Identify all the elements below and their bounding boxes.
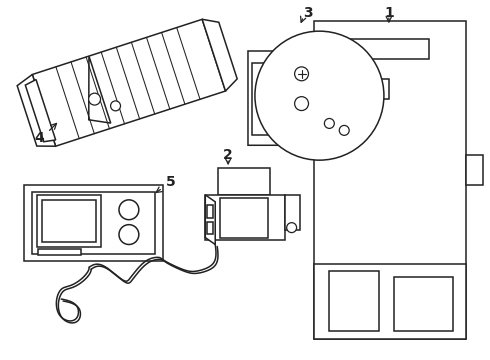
Polygon shape xyxy=(24,185,163,261)
Polygon shape xyxy=(315,264,466,339)
Polygon shape xyxy=(42,200,96,242)
Polygon shape xyxy=(466,155,483,185)
Polygon shape xyxy=(17,75,56,146)
Circle shape xyxy=(89,93,100,105)
Polygon shape xyxy=(248,51,299,145)
Polygon shape xyxy=(32,192,155,255)
Circle shape xyxy=(119,200,139,220)
Circle shape xyxy=(255,31,384,160)
Polygon shape xyxy=(265,76,285,121)
Polygon shape xyxy=(207,222,213,234)
Polygon shape xyxy=(207,205,213,218)
Circle shape xyxy=(287,223,296,233)
Polygon shape xyxy=(218,168,270,195)
Polygon shape xyxy=(89,56,111,123)
Text: 4: 4 xyxy=(35,131,45,145)
Polygon shape xyxy=(285,195,299,230)
Circle shape xyxy=(111,101,121,111)
Polygon shape xyxy=(38,249,81,255)
Polygon shape xyxy=(324,39,429,59)
Polygon shape xyxy=(220,198,268,238)
Polygon shape xyxy=(205,195,215,244)
Text: 5: 5 xyxy=(166,175,175,189)
Polygon shape xyxy=(394,277,453,331)
Circle shape xyxy=(294,67,309,81)
Polygon shape xyxy=(205,195,285,239)
Circle shape xyxy=(324,118,334,129)
Text: 2: 2 xyxy=(223,148,233,162)
Polygon shape xyxy=(202,19,237,91)
Circle shape xyxy=(119,225,139,244)
Circle shape xyxy=(294,96,309,111)
Polygon shape xyxy=(324,79,389,99)
Polygon shape xyxy=(25,80,56,142)
Polygon shape xyxy=(329,271,379,331)
Polygon shape xyxy=(315,21,466,339)
Polygon shape xyxy=(252,63,278,135)
Polygon shape xyxy=(37,195,101,247)
Text: 3: 3 xyxy=(303,6,312,20)
Circle shape xyxy=(339,125,349,135)
Polygon shape xyxy=(32,19,225,146)
Text: 1: 1 xyxy=(384,6,394,20)
